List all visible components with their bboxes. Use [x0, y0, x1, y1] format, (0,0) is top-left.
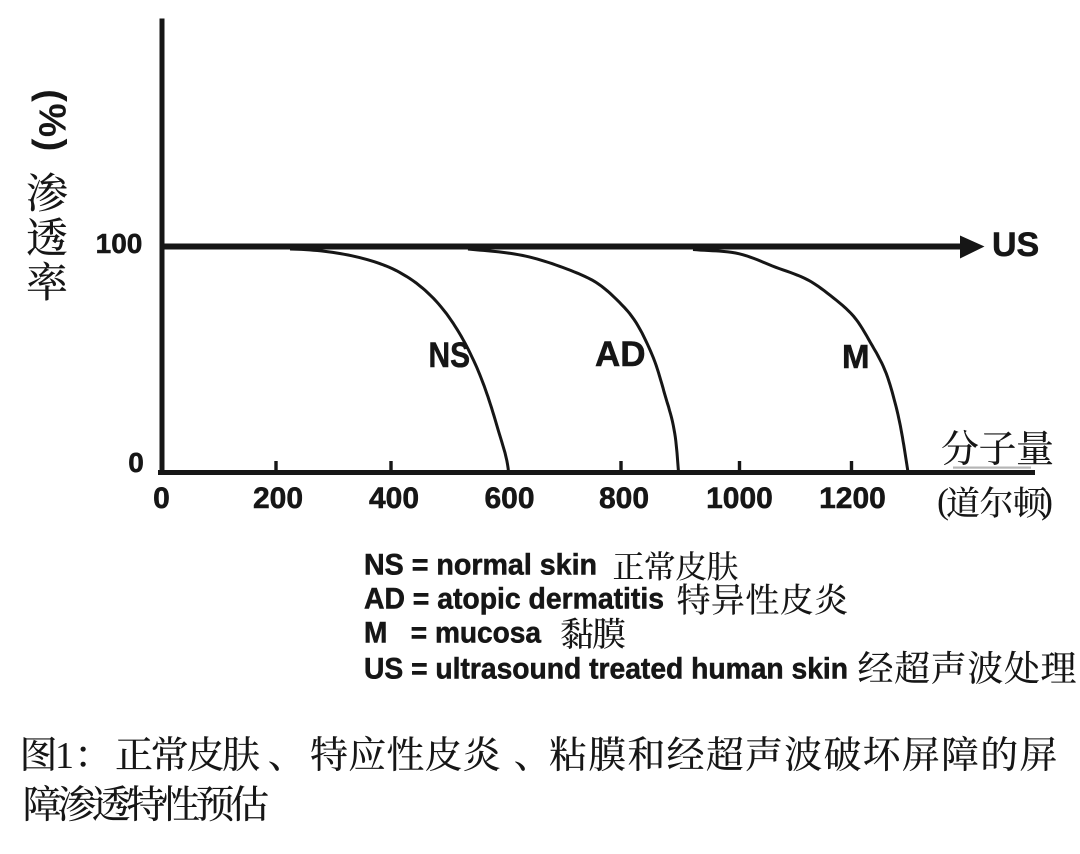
svg-text:0: 0: [128, 447, 144, 478]
svg-text:600: 600: [484, 482, 534, 515]
svg-text:(%): (%): [31, 89, 73, 153]
svg-text:1000: 1000: [706, 482, 773, 515]
svg-text:M = mucosa: M = mucosa: [364, 617, 541, 650]
svg-text:): ): [1041, 481, 1053, 521]
svg-text:NS = normal skin: NS = normal skin: [364, 549, 597, 582]
svg-text:1200: 1200: [819, 482, 886, 515]
svg-text:100: 100: [96, 228, 143, 259]
svg-text:(: (: [937, 481, 949, 521]
svg-text:AD: AD: [595, 335, 646, 374]
svg-text:US: US: [992, 226, 1039, 264]
svg-text:NS: NS: [429, 336, 471, 375]
svg-text:400: 400: [369, 482, 419, 515]
svg-text:M: M: [842, 338, 870, 375]
svg-text:AD = atopic dermatitis: AD = atopic dermatitis: [364, 583, 664, 616]
svg-text:200: 200: [253, 482, 303, 515]
svg-text:US = ultrasound treated human: US = ultrasound treated human skin: [364, 653, 848, 686]
svg-text:800: 800: [599, 482, 649, 515]
svg-text:1: 1: [55, 735, 74, 777]
svg-text:0: 0: [153, 482, 170, 515]
